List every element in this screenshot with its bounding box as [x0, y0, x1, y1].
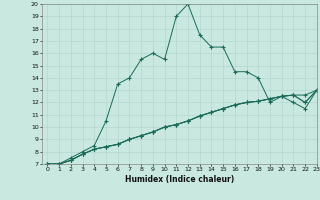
X-axis label: Humidex (Indice chaleur): Humidex (Indice chaleur) — [124, 175, 234, 184]
